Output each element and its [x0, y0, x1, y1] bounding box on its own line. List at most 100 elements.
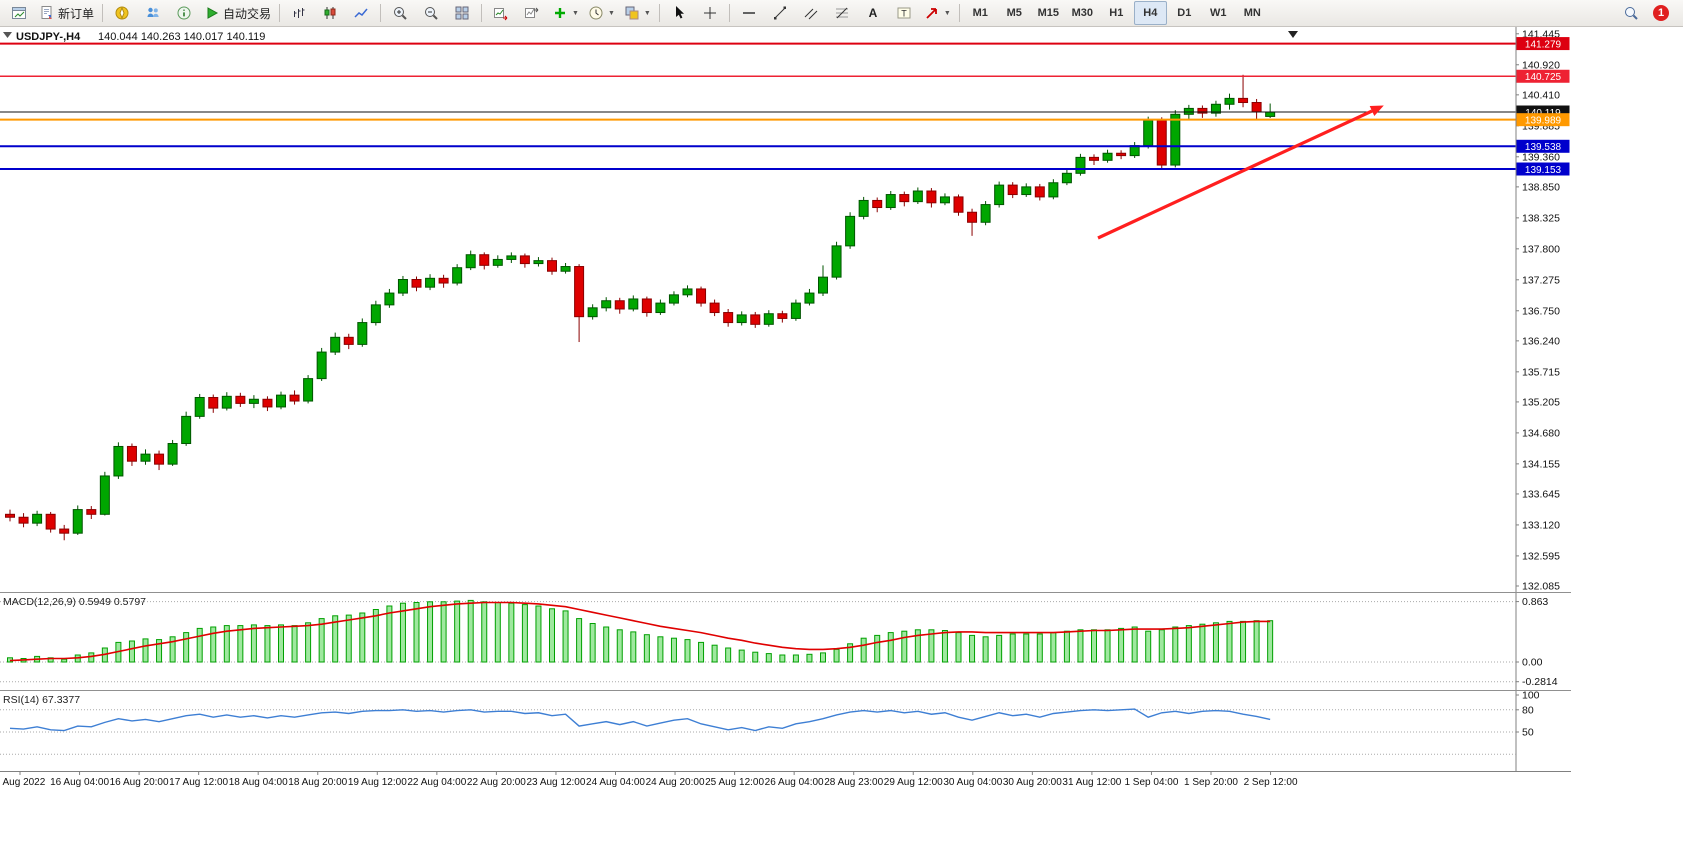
price-badge-label: 139.153 — [1525, 165, 1562, 176]
data-window-button[interactable] — [169, 1, 199, 25]
price-badge-label: 141.279 — [1525, 39, 1562, 50]
toolbar-separator — [380, 4, 382, 22]
tile-windows-button[interactable] — [447, 1, 477, 25]
timeframe-h4-button[interactable]: H4 — [1133, 1, 1167, 25]
new-order-button[interactable]: 新订单 — [35, 1, 98, 25]
price-tick-label: 137.275 — [1522, 274, 1560, 286]
price-tick-label: 140.410 — [1522, 89, 1560, 101]
text-icon: A — [865, 5, 881, 21]
timeframe-h1-button[interactable]: H1 — [1109, 7, 1124, 19]
toolbar-separator — [958, 4, 960, 22]
price-badge — [1516, 139, 1570, 153]
price-badge — [1516, 162, 1570, 176]
chart-marker-icon — [1288, 31, 1298, 38]
chart-title: USDJPY-,H4 140.044 140.263 140.017 140.11… — [3, 31, 1298, 43]
label-tool-button[interactable]: T — [889, 1, 919, 25]
auto-trading-label: 自动交易 — [223, 6, 272, 21]
zoom-in-button[interactable] — [385, 1, 415, 25]
auto-scroll-button[interactable] — [486, 1, 516, 25]
timeframe-d1-button[interactable]: D1 — [1177, 7, 1192, 19]
time-tick-label: 30 Aug 20:00 — [1003, 777, 1062, 788]
price-tick-label: 132.085 — [1522, 580, 1560, 592]
candlestick-chart-button[interactable] — [315, 1, 345, 25]
price-tick-label: 140.920 — [1522, 59, 1560, 71]
chart-ohlc-values: 140.044 140.263 140.017 140.119 — [98, 31, 265, 43]
fibonacci-tool-button[interactable] — [827, 1, 857, 25]
toolbar-separator — [102, 4, 104, 22]
macd-pane: MACD(12,26,9) 0.5949 0.5797 0.863 0.00 -0.2… — [0, 596, 1558, 688]
price-tick-label: 133.645 — [1522, 488, 1560, 500]
time-tick-label: 17 Aug 12:00 — [169, 777, 228, 788]
zoom-out-button[interactable] — [416, 1, 446, 25]
notification-badge[interactable]: 1 — [1653, 5, 1669, 21]
candlestick-chart-icon — [322, 5, 338, 21]
arrow-shape-icon — [924, 5, 940, 21]
bar-chart-button[interactable] — [284, 1, 314, 25]
line-chart-button[interactable] — [346, 1, 376, 25]
crosshair-button[interactable] — [695, 1, 725, 25]
zoom-in-icon — [392, 5, 408, 21]
price-badge — [1516, 37, 1570, 51]
template-icon — [624, 5, 640, 21]
rsi-line — [9, 708, 1271, 732]
timeframe-m5-button[interactable]: M5 — [1006, 7, 1022, 19]
indicators-button[interactable]: ▼ — [548, 1, 583, 25]
templates-button[interactable]: ▼ — [620, 1, 655, 25]
timeframe-m1-button[interactable]: M1 — [972, 7, 988, 19]
time-tick-label: 24 Aug 20:00 — [646, 777, 705, 788]
time-tick-label: 22 Aug 20:00 — [467, 777, 526, 788]
info-icon — [176, 5, 192, 21]
svg-text:A: A — [869, 6, 878, 20]
time-tick-label: 5 Aug 2022 — [0, 777, 46, 788]
time-tick-label: 25 Aug 12:00 — [705, 777, 764, 788]
price-tick-label: 136.750 — [1522, 305, 1560, 317]
svg-text:50: 50 — [1522, 727, 1534, 739]
search-button[interactable] — [1616, 1, 1646, 25]
trendline-tool-button[interactable] — [765, 1, 795, 25]
chevron-down-icon: ▼ — [643, 9, 651, 17]
time-tick-label: 16 Aug 20:00 — [110, 777, 169, 788]
price-axis[interactable]: 141.445140.920140.410139.885139.360138.8… — [1515, 27, 1570, 771]
auto-trading-button[interactable]: 自动交易 — [200, 1, 275, 25]
price-tick-label: 133.120 — [1522, 519, 1560, 531]
hline-tool-button[interactable] — [734, 1, 764, 25]
auto-scroll-icon — [493, 5, 509, 21]
svg-text:100: 100 — [1522, 690, 1540, 702]
symbol-dropdown-icon[interactable] — [3, 32, 12, 38]
arrow-annotation[interactable] — [1097, 105, 1384, 240]
rsi-pane: RSI(14) 67.3377 100 80 50 — [0, 690, 1540, 755]
market-watch-button[interactable] — [138, 1, 168, 25]
navigator-button[interactable] — [107, 1, 137, 25]
cursor-button[interactable] — [664, 1, 694, 25]
macd-label: MACD(12,26,9) 0.5949 0.5797 — [3, 596, 146, 608]
macd-signal-line — [9, 601, 1271, 662]
time-tick-label: 31 Aug 12:00 — [1062, 777, 1121, 788]
price-badge — [1516, 113, 1570, 127]
text-label-icon: T — [896, 5, 912, 21]
periods-button[interactable]: ▼ — [584, 1, 619, 25]
svg-text:0.863: 0.863 — [1522, 596, 1548, 608]
timeframe-w1-button[interactable]: W1 — [1210, 7, 1227, 19]
chart-shift-button[interactable] — [517, 1, 547, 25]
text-tool-button[interactable]: A — [858, 1, 888, 25]
time-tick-label: 30 Aug 04:00 — [943, 777, 1002, 788]
time-tick-label: 26 Aug 04:00 — [765, 777, 824, 788]
svg-text:80: 80 — [1522, 704, 1534, 716]
channel-tool-button[interactable] — [796, 1, 826, 25]
price-badge-label: 139.989 — [1525, 115, 1562, 126]
toolbar-separator — [728, 4, 730, 22]
horizontal-lines-layer[interactable] — [0, 42, 1516, 171]
channel-icon — [803, 5, 819, 21]
time-tick-label: 22 Aug 04:00 — [407, 777, 466, 788]
timeframe-m30-button[interactable]: M30 — [1071, 7, 1093, 19]
shapes-tool-button[interactable]: ▼ — [920, 1, 955, 25]
timeframe-m15-button[interactable]: M15 — [1037, 7, 1059, 19]
toolbar-separator — [658, 4, 660, 22]
chart-background[interactable] — [0, 27, 1683, 845]
trendline-icon — [772, 5, 788, 21]
timeframe-mn-button[interactable]: MN — [1243, 7, 1261, 19]
arrow-head-icon — [1369, 105, 1384, 116]
chart-area[interactable]: USDJPY-,H4 140.044 140.263 140.017 140.11… — [0, 27, 1683, 845]
chart-window-button[interactable] — [4, 1, 34, 25]
